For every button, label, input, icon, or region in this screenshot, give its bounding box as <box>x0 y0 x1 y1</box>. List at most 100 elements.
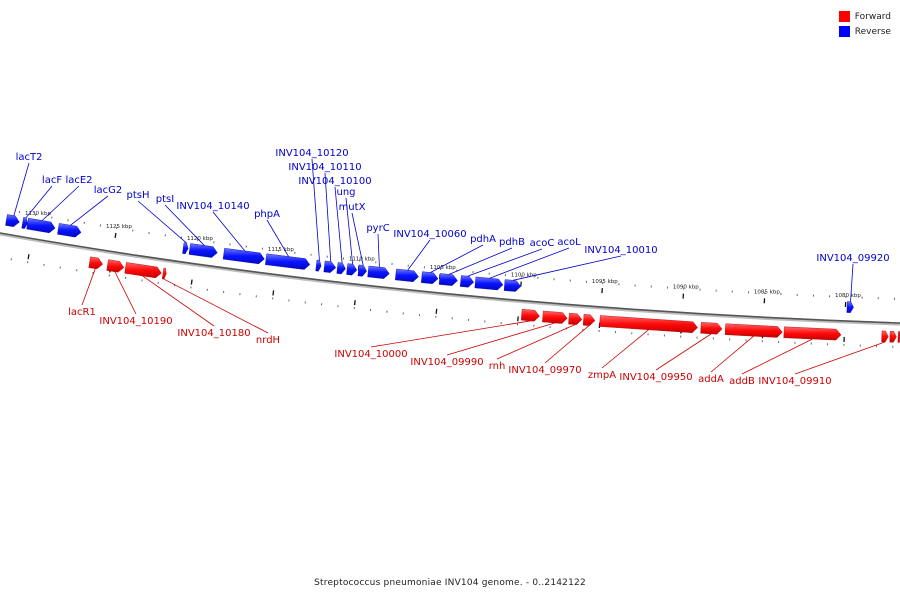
gene-label: INV104_09970 <box>508 365 581 376</box>
gene-label: INV104_10010 <box>584 245 657 256</box>
gene-label: addA <box>698 374 724 385</box>
legend-reverse-label: Reverse <box>854 26 891 37</box>
inv104-10000-forward-gene[interactable] <box>520 308 540 322</box>
gene-leader-line <box>513 255 622 281</box>
gene-leader-line <box>81 268 96 306</box>
addb-forward-gene[interactable] <box>783 326 842 341</box>
gene-leader-line <box>324 172 332 262</box>
rnh-forward-gene[interactable] <box>568 312 583 325</box>
inv104-10110-reverse-gene[interactable] <box>323 260 337 273</box>
gene-leader-line <box>496 324 576 360</box>
gene-label: pdhA <box>470 234 496 245</box>
major-tick-below <box>190 279 193 285</box>
inv104-10190-forward-gene[interactable] <box>106 259 125 273</box>
gene-label: lacG2 <box>94 185 123 196</box>
gene-label: INV104_10190 <box>99 316 172 327</box>
mutx-reverse-gene[interactable] <box>357 264 367 277</box>
gene-label: INV104_10110 <box>288 162 361 173</box>
inv104-10180-forward-gene[interactable] <box>124 262 162 279</box>
gene-label: INV104_09920 <box>816 253 889 264</box>
gene-label: zmpA <box>588 370 616 381</box>
tick-label: 1120 kbp <box>187 236 213 242</box>
gene-leader-line <box>850 263 854 302</box>
inv104-09910-forward-gene[interactable] <box>881 330 889 343</box>
gene-label: acoL <box>557 237 581 248</box>
genome-caption: Streptococcus pneumoniae INV104 genome. … <box>314 578 586 588</box>
gene-label: INV104_10100 <box>298 176 371 187</box>
gene-label: lacE2 <box>65 175 92 186</box>
gene-label: INV104_10180 <box>177 328 250 339</box>
unlabeled-forward-gene[interactable] <box>889 330 897 343</box>
tick-label: 1105 kbp <box>430 265 456 271</box>
gene-leader-line <box>266 219 289 257</box>
gene-label: mutX <box>339 202 366 213</box>
tick-label: 1095 kbp <box>592 279 618 285</box>
acoc-reverse-gene[interactable] <box>459 275 474 288</box>
lace2-reverse-gene[interactable] <box>26 217 56 234</box>
lact2-reverse-gene[interactable] <box>5 214 20 227</box>
inv104-09950-forward-gene[interactable] <box>700 322 723 335</box>
gene-label: addB <box>729 376 755 387</box>
gene-leader-line <box>41 185 80 221</box>
acol-reverse-gene[interactable] <box>474 276 504 291</box>
gene-leader-line <box>407 239 431 271</box>
phpa-reverse-gene[interactable] <box>265 253 311 270</box>
gene-label: rnh <box>489 361 506 372</box>
gene-leader-line <box>448 247 513 275</box>
inv104-10120-reverse-gene[interactable] <box>315 259 322 272</box>
inv104-10100-reverse-gene[interactable] <box>336 262 346 275</box>
pyrc-reverse-gene[interactable] <box>367 265 390 279</box>
inv104-10060-reverse-gene[interactable] <box>395 268 419 282</box>
inv104-09990-forward-gene[interactable] <box>542 310 568 324</box>
gene-leader-line <box>377 233 380 268</box>
gene-leader-line <box>741 338 813 375</box>
gene-label: INV104_09990 <box>410 357 483 368</box>
tick-label: 1090 kbp <box>673 285 699 291</box>
gene-label: ung <box>336 187 355 198</box>
lacg2-reverse-gene[interactable] <box>57 223 82 238</box>
legend-reverse-swatch <box>838 26 850 37</box>
legend-forward-label: Forward <box>854 11 891 22</box>
gene-leader-line <box>13 162 30 216</box>
major-tick <box>114 232 117 238</box>
gene-label: pdhB <box>499 237 525 248</box>
major-tick-below <box>353 300 356 306</box>
lacf-reverse-gene[interactable] <box>21 217 28 229</box>
ptsh-reverse-gene[interactable] <box>182 242 189 255</box>
major-tick-below <box>272 290 275 296</box>
lacr1-forward-gene[interactable] <box>88 256 103 270</box>
legend-forward-swatch <box>838 11 850 22</box>
zmpa-forward-gene[interactable] <box>599 315 698 333</box>
adda-forward-gene[interactable] <box>724 323 783 338</box>
gene-leader-line <box>467 248 543 277</box>
legend-reverse: Reverse <box>838 24 891 39</box>
tick-label: 1130 kbp <box>25 211 51 217</box>
gene-track <box>5 214 900 343</box>
gene-leader-line <box>142 275 215 327</box>
gene-leader-line <box>489 247 570 279</box>
nrdh-forward-gene[interactable] <box>161 267 167 280</box>
gene-leader-line <box>601 329 649 369</box>
gene-leader-line <box>710 335 754 373</box>
inv104-10140-reverse-gene[interactable] <box>222 247 265 265</box>
pdhb-reverse-gene[interactable] <box>438 273 458 286</box>
gene-label: pyrC <box>366 223 389 234</box>
legend-forward: Forward <box>838 9 891 24</box>
pdha-reverse-gene[interactable] <box>421 271 439 284</box>
gene-leader-line <box>430 244 484 273</box>
gene-leader-line <box>351 212 364 266</box>
inv104-09970-forward-gene[interactable] <box>582 314 596 326</box>
gene-leader-line <box>334 186 343 263</box>
gene-label: ptsH <box>127 190 150 201</box>
gene-label: phpA <box>254 209 280 220</box>
gene-leader-line <box>25 185 53 218</box>
tick-label: 1115 kbp <box>268 247 294 253</box>
inv104-09920-reverse-gene[interactable] <box>846 301 854 313</box>
ptsi-reverse-gene[interactable] <box>188 243 218 258</box>
inv104-10010-reverse-gene[interactable] <box>503 279 522 292</box>
gene-leader-line <box>794 341 885 375</box>
major-tick-below <box>27 254 30 260</box>
ung-reverse-gene[interactable] <box>346 263 358 276</box>
gene-leader-line <box>446 322 555 356</box>
gene-leader-line <box>311 158 320 261</box>
